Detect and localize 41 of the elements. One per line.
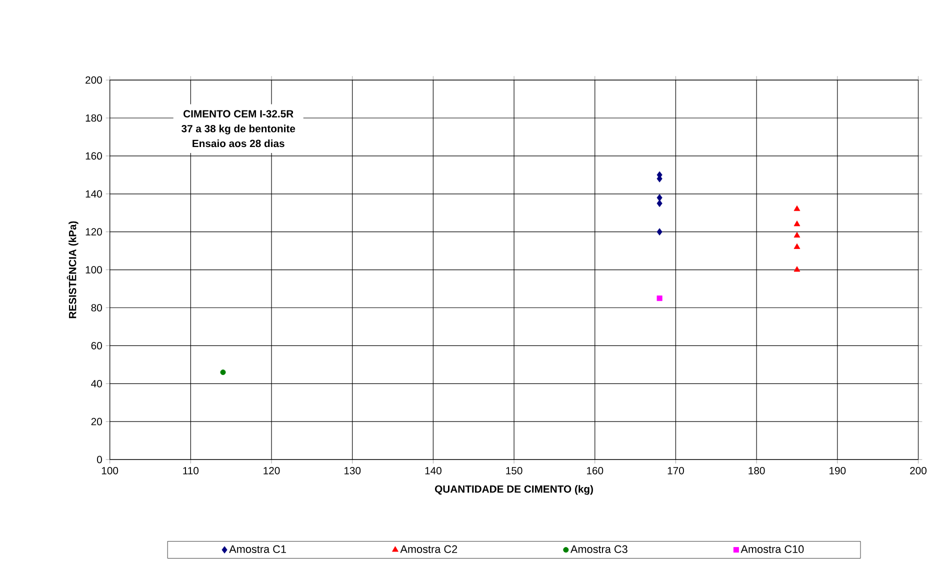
point <box>656 200 662 207</box>
y-tick-label: 40 <box>91 380 102 388</box>
y-tick-label: 200 <box>86 76 102 84</box>
point <box>794 220 800 226</box>
legend-label: Amostra C1 <box>229 545 286 553</box>
annotation: Ensaio aos 28 dias <box>192 139 284 148</box>
x-tick-label: 170 <box>668 466 684 474</box>
y-tick-label: 60 <box>91 342 102 350</box>
x-tick-label: 180 <box>748 466 765 474</box>
legend-label: Amostra C2 <box>400 545 458 553</box>
point <box>656 194 662 202</box>
point <box>794 243 800 249</box>
x-axis-title: QUANTIDADE DE CIMENTO (kg) <box>434 485 593 495</box>
x-tick-label: 100 <box>102 466 118 474</box>
y-tick-label: 100 <box>86 266 102 274</box>
x-tick-label: 110 <box>183 466 199 474</box>
point <box>656 295 662 301</box>
x-tick-label: 130 <box>344 466 361 474</box>
y-tick-label: 140 <box>86 190 102 198</box>
annotation: CIMENTO CEM I-32.5R <box>184 110 294 118</box>
y-axis-title: RESISTÊNCIA (kPa) <box>66 221 78 318</box>
legend-label: Amostra C3 <box>570 545 628 553</box>
x-tick-label: 160 <box>587 466 604 474</box>
x-tick-label: 120 <box>264 466 280 474</box>
x-tick-label: 190 <box>830 466 846 474</box>
point <box>220 369 226 375</box>
x-tick-label: 150 <box>506 466 522 474</box>
point <box>794 232 800 238</box>
point <box>656 228 662 236</box>
y-tick-label: 0 <box>97 456 102 464</box>
annotation: 37 a 38 kg de bentonite <box>182 124 296 134</box>
y-tick-label: 160 <box>86 152 102 160</box>
y-tick-label: 80 <box>91 304 102 312</box>
point <box>794 266 800 272</box>
y-tick-label: 180 <box>86 114 102 122</box>
point <box>794 205 800 211</box>
y-tick-label: 20 <box>91 418 102 426</box>
x-tick-label: 200 <box>910 466 926 474</box>
legend-label: Amostra C10 <box>740 545 804 553</box>
x-tick-label: 140 <box>425 466 442 474</box>
y-tick-label: 120 <box>86 228 102 236</box>
